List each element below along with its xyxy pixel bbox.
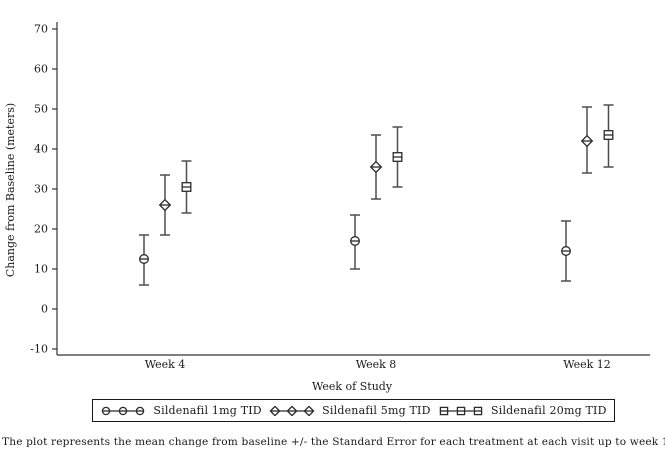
plot-series-layer: 70 60 50 40 30 20 10 0 -10 Week 4 Week 8 Week 12 [30, 22, 650, 371]
errorbar-point [181, 160, 192, 214]
y-tick-label: -10 [30, 343, 48, 356]
y-tick-label: 30 [34, 183, 48, 196]
x-axis-title: Week of Study [312, 380, 393, 393]
legend-label-20mg: Sildenafil 20mg TID [490, 404, 607, 417]
errorbar-point [392, 126, 403, 188]
errorbar-point [158, 174, 172, 236]
circle-marker-icon [102, 406, 145, 415]
errorbar-point [603, 104, 614, 168]
x-tick-label: Week 8 [356, 358, 397, 371]
square-marker-icon [439, 406, 483, 415]
footnote-caption: The plot represents the mean change from… [2, 436, 665, 448]
y-axis-title: Change from Baseline (meters) [4, 103, 17, 277]
legend-label-5mg: Sildenafil 5mg TID [322, 404, 431, 417]
y-tick-label: 40 [34, 143, 48, 156]
y-tick-label: 20 [34, 223, 48, 236]
errorbar-point [350, 214, 360, 270]
diamond-marker-icon [269, 405, 315, 416]
legend-entry-20mg: Sildenafil 20mg TID [438, 404, 607, 417]
errorbar-plot: Change from Baseline (meters) Week of St… [4, 22, 650, 393]
errorbar-point [139, 234, 149, 286]
errorbar-point [580, 106, 594, 174]
y-tick-label: 70 [34, 23, 48, 36]
errorbar-point [561, 220, 571, 282]
legend: Sildenafil 1mg TID Sildenafil 5mg TID Si… [92, 399, 615, 422]
y-tick-label: 50 [34, 103, 48, 116]
y-tick-label: 10 [34, 263, 48, 276]
y-tick-label: 60 [34, 63, 48, 76]
legend-label-1mg: Sildenafil 1mg TID [153, 404, 262, 417]
errorbar-point [369, 134, 383, 200]
legend-entry-1mg: Sildenafil 1mg TID [100, 404, 262, 417]
x-tick-label: Week 4 [145, 358, 186, 371]
legend-entry-5mg: Sildenafil 5mg TID [269, 404, 430, 417]
y-tick-label: 0 [41, 303, 48, 316]
x-tick-label: Week 12 [563, 358, 611, 371]
